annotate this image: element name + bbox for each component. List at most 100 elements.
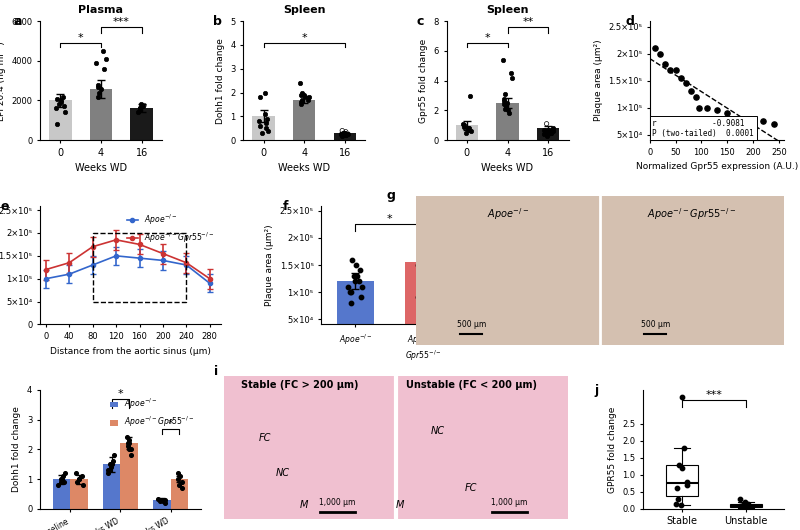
Text: c: c	[416, 15, 423, 28]
Text: NC: NC	[430, 426, 445, 436]
Point	[540, 120, 553, 128]
Point	[59, 469, 72, 478]
Legend: $Apoe^{-/-}$, $Apoe^{-/-}Gpr55^{-/-}$: $Apoe^{-/-}$, $Apoe^{-/-}Gpr55^{-/-}$	[107, 394, 197, 432]
Point	[294, 98, 307, 107]
Point	[125, 451, 138, 460]
Point	[506, 74, 518, 82]
Text: 500 μm: 500 μm	[457, 320, 486, 329]
Point	[462, 124, 475, 132]
Point	[413, 250, 426, 259]
Point	[501, 99, 514, 107]
Point	[254, 121, 266, 130]
Point	[50, 120, 63, 128]
Point	[673, 461, 686, 469]
Text: a: a	[13, 15, 22, 28]
Bar	[130, 109, 153, 140]
Point	[152, 495, 165, 504]
Point	[670, 484, 683, 493]
Point	[414, 244, 426, 253]
Point	[158, 499, 171, 507]
Text: M: M	[300, 500, 308, 510]
PathPatch shape	[666, 465, 698, 496]
Point	[498, 94, 511, 103]
Point	[464, 91, 477, 100]
Text: b: b	[213, 15, 222, 28]
Point	[58, 108, 71, 117]
Point	[346, 255, 358, 264]
Point	[742, 501, 754, 510]
Text: $Apoe^{-/-}$: $Apoe^{-/-}$	[487, 207, 529, 223]
Text: M: M	[396, 500, 404, 510]
Point	[293, 79, 306, 87]
Y-axis label: Plaque area (μm²): Plaque area (μm²)	[594, 40, 602, 121]
Y-axis label: LPI 20:4 (ng ml⁻¹): LPI 20:4 (ng ml⁻¹)	[0, 41, 6, 120]
Text: Stable (FC > 200 μm): Stable (FC > 200 μm)	[241, 380, 358, 390]
Point	[456, 120, 469, 128]
Point	[721, 109, 734, 117]
Y-axis label: GPR55 fold change: GPR55 fold change	[608, 406, 617, 492]
Point	[498, 90, 511, 98]
Point	[545, 128, 558, 137]
Point	[296, 95, 309, 104]
Text: d: d	[626, 15, 634, 28]
Bar	[103, 464, 121, 509]
Point	[355, 293, 368, 302]
Point	[545, 128, 558, 137]
Point	[664, 66, 677, 74]
Text: j: j	[594, 384, 598, 397]
Point	[738, 503, 751, 511]
Point	[736, 114, 749, 123]
Point	[344, 288, 357, 296]
Point	[499, 104, 512, 113]
Bar	[334, 133, 356, 140]
Point	[95, 84, 108, 93]
Point	[138, 101, 150, 110]
Point	[546, 124, 559, 132]
Point	[70, 478, 83, 487]
Text: e: e	[0, 200, 9, 213]
Point	[680, 478, 693, 486]
Y-axis label: Dohh1 fold change: Dohh1 fold change	[13, 407, 22, 492]
Point	[502, 109, 515, 118]
Point	[419, 266, 432, 275]
Point	[135, 103, 148, 112]
Text: f: f	[283, 200, 289, 213]
Point	[736, 503, 749, 511]
Point	[414, 266, 427, 275]
Bar	[405, 262, 442, 346]
Point	[56, 92, 69, 101]
Bar	[337, 281, 374, 346]
Point	[54, 475, 67, 483]
Point	[541, 131, 554, 140]
Text: FC: FC	[258, 432, 270, 443]
Point	[498, 97, 510, 105]
Point	[462, 126, 474, 134]
Point	[98, 65, 110, 73]
Text: *: *	[78, 33, 83, 42]
Point	[411, 261, 424, 269]
Point	[136, 102, 149, 111]
Point	[338, 128, 351, 137]
Point	[256, 129, 269, 137]
Point	[337, 129, 350, 137]
Text: FC: FC	[465, 483, 477, 493]
Point	[134, 104, 146, 113]
Point	[414, 282, 426, 291]
Point	[670, 66, 682, 74]
Text: i: i	[214, 365, 218, 378]
Y-axis label: Gpr55 fold change: Gpr55 fold change	[419, 39, 428, 123]
Point	[710, 106, 723, 114]
Point	[342, 129, 354, 138]
Point	[104, 463, 117, 471]
Point	[102, 469, 114, 478]
Text: *: *	[386, 215, 392, 225]
Point	[675, 464, 688, 472]
Bar	[70, 479, 88, 509]
Point	[106, 457, 119, 465]
Point	[262, 126, 274, 135]
Point	[173, 481, 186, 489]
Point	[258, 110, 271, 118]
Point	[685, 87, 698, 96]
Point	[176, 484, 189, 492]
Point	[353, 277, 366, 286]
